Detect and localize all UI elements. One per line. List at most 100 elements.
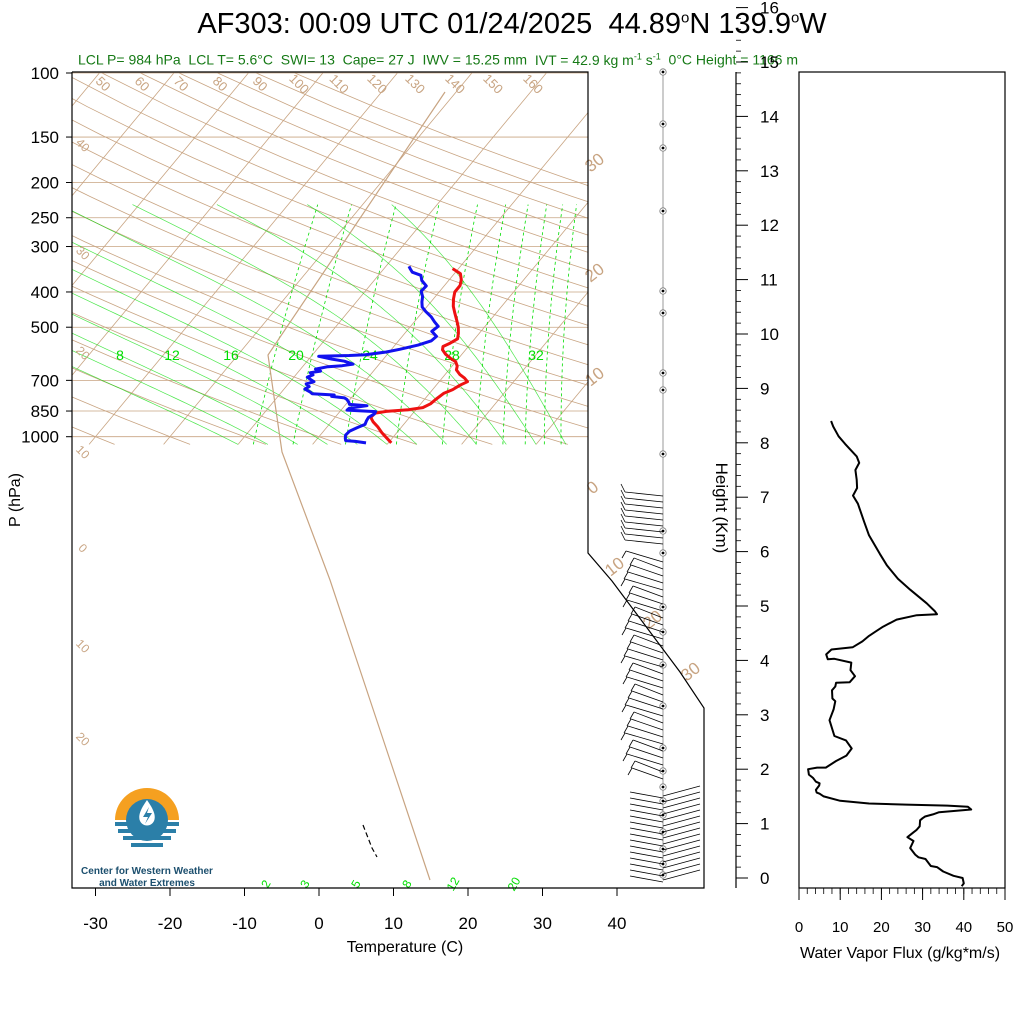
height-tick-label: 4 <box>760 651 769 670</box>
wind-barb <box>662 857 701 869</box>
dewpoint-line <box>303 265 440 445</box>
dry-adiabat-label: 70 <box>171 73 192 94</box>
y-tick-label: 200 <box>31 173 59 192</box>
wind-barb <box>633 557 664 570</box>
flux-line <box>807 420 973 887</box>
moist-adiabat-line <box>132 204 477 445</box>
wind-barb <box>662 851 701 863</box>
title-lat: 44.89 <box>608 8 682 40</box>
mixing-ratio-label: 20 <box>288 347 304 363</box>
height-tick-label: 16 <box>760 0 779 18</box>
wind-barb <box>624 497 664 503</box>
moist-adiabat-line <box>72 366 239 445</box>
y-tick-label: 1000 <box>21 428 59 447</box>
wind-barb-flag <box>626 641 632 650</box>
wind-barb-flag <box>628 739 634 748</box>
wind-barb-flag <box>621 627 627 636</box>
height-axis-label: Height (Km) <box>712 463 731 554</box>
logo-line-1: Center for Western Weather <box>81 866 213 877</box>
isotherm-line <box>0 73 25 444</box>
wind-barb <box>629 863 664 871</box>
barb-dot <box>661 371 665 375</box>
freezing-level: 0°C Height = 1166 m <box>668 51 799 68</box>
wind-barb <box>629 821 664 829</box>
wind-barb-flag <box>620 732 626 741</box>
wind-barb <box>629 815 664 823</box>
wind-barb-flag <box>630 760 636 769</box>
logo-wave-2 <box>118 829 176 833</box>
x-tick-label: -30 <box>83 914 108 933</box>
wind-barb-flag <box>620 483 626 493</box>
wind-barb <box>629 791 664 799</box>
wind-barb <box>624 732 664 745</box>
dry-adiabat-line <box>178 72 704 273</box>
dry-adiabat-line <box>72 312 417 445</box>
wind-barb-flag <box>624 697 630 706</box>
wind-barb <box>631 767 664 780</box>
mixing-ratio-line <box>252 204 319 445</box>
wind-barb <box>662 869 701 881</box>
wind-barb <box>626 753 664 766</box>
wind-barb <box>624 491 664 497</box>
wind-barb <box>625 704 664 717</box>
wind-barb-flag <box>620 531 626 541</box>
wind-barb <box>629 746 664 759</box>
isotherm-line <box>684 421 704 445</box>
wind-barb <box>634 683 664 696</box>
wind-barb <box>624 509 664 515</box>
wind-barb <box>624 655 664 668</box>
height-tick-label: 14 <box>760 107 779 126</box>
wind-barb <box>632 739 664 752</box>
title-station: AF303: <box>197 8 291 40</box>
wind-barb-flag <box>620 501 626 511</box>
dry-adiabat-line <box>72 119 704 361</box>
height-tick-label: 2 <box>760 760 769 779</box>
height-tick-label: 7 <box>760 488 769 507</box>
wind-barb <box>633 634 664 647</box>
wind-barb <box>662 785 701 797</box>
wind-barb <box>627 571 664 584</box>
flux-x-tick-label: 30 <box>914 919 931 936</box>
mixing-ratio-low-label: 12 <box>444 874 463 893</box>
title-lon-hemi: W <box>799 8 827 40</box>
barb-dot <box>661 704 665 708</box>
dry-adiabat-line <box>72 164 704 400</box>
wind-barb <box>662 839 701 851</box>
wind-barb <box>629 669 664 682</box>
moist-adiabat-line <box>307 204 537 445</box>
moist-adiabat-line <box>72 210 447 445</box>
dry-adiabat-label: 60 <box>132 73 153 94</box>
mixing-ratio-label: 28 <box>444 347 460 363</box>
y-tick-label: 100 <box>31 64 59 83</box>
lcl-dashed-line <box>362 824 378 858</box>
logo-sun-arc <box>115 788 179 820</box>
mixing-ratio-line <box>345 204 397 445</box>
logo-bolt-icon <box>143 807 152 824</box>
dry-adiabat-line <box>72 339 342 445</box>
height-tick-label: 15 <box>760 53 779 72</box>
barb-dot <box>661 663 665 667</box>
dry-adiabat-label: 110 <box>327 71 352 96</box>
wind-barb <box>631 613 664 626</box>
lcl-temperature: LCL T= 5.6°C <box>188 51 273 68</box>
wind-barb <box>630 641 664 654</box>
wind-barb <box>629 851 664 859</box>
wind-barb <box>624 515 664 521</box>
wind-barb <box>632 585 664 598</box>
barb-dot <box>661 605 665 609</box>
chart-title: AF303: 00:09 UTC 01/24/2025 44.89oN 139.… <box>0 8 1024 41</box>
background-mask <box>588 72 704 708</box>
wind-barb-flag <box>627 767 633 776</box>
x-tick-label: 40 <box>608 914 627 933</box>
wind-barb <box>662 863 701 875</box>
dry-adiabat-line <box>72 396 191 445</box>
dry-adiabat-line <box>101 72 704 307</box>
sounding-profiles <box>303 265 469 858</box>
wind-barb <box>634 606 664 619</box>
wind-barb <box>624 521 664 527</box>
wind-barb <box>629 869 664 877</box>
wind-barb <box>629 839 664 847</box>
wind-barb-flag <box>620 495 626 505</box>
wind-barb <box>624 539 664 545</box>
